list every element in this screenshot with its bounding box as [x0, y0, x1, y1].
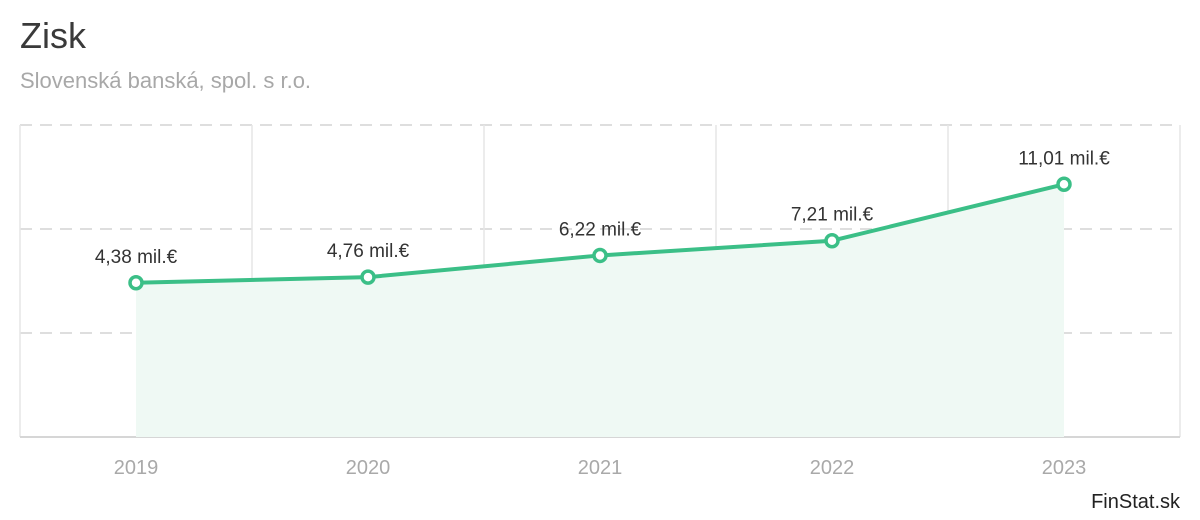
data-label-2020: 4,76 mil.€ [327, 241, 410, 262]
x-tick-label-2020: 2020 [346, 457, 391, 479]
data-point-2019 [128, 275, 144, 291]
data-point-2021 [592, 247, 608, 264]
x-tick-label-2021: 2021 [578, 457, 623, 479]
chart-subtitle: Slovenská banská, spol. s r.o. [20, 68, 312, 93]
x-tick-label-2023: 2023 [1042, 457, 1087, 479]
brand-label[interactable]: FinStat.sk [1091, 491, 1180, 513]
data-point-2023 [1056, 176, 1072, 193]
point-layer [128, 176, 1072, 291]
chart-title: Zisk [20, 15, 86, 56]
x-tick-label-2019: 2019 [114, 457, 159, 479]
tick-layer: 2019 2020 2021 2022 2023 [114, 457, 1087, 479]
x-tick-label-2022: 2022 [810, 457, 855, 479]
data-label-2021: 6,22 mil.€ [559, 219, 642, 240]
data-label-2022: 7,21 mil.€ [791, 205, 874, 226]
data-label-2023: 11,01 mil.€ [1018, 148, 1110, 169]
data-label-2019: 4,38 mil.€ [95, 247, 178, 268]
data-point-2022 [824, 232, 840, 249]
data-point-2020 [360, 269, 376, 285]
label-layer: 4,38 mil.€ 4,76 mil.€ 6,22 mil.€ 7,21 mil.€… [95, 148, 1110, 268]
